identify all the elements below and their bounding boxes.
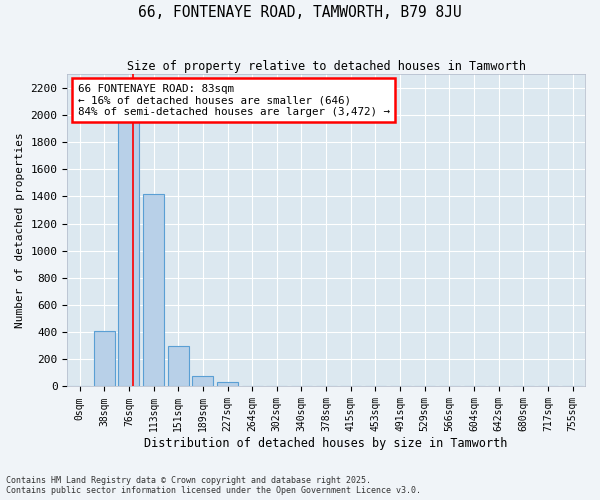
Title: Size of property relative to detached houses in Tamworth: Size of property relative to detached ho… [127, 60, 526, 73]
Bar [193, 376, 214, 386]
Bar [94, 331, 115, 386]
Bar [168, 346, 188, 387]
Y-axis label: Number of detached properties: Number of detached properties [15, 132, 25, 328]
Text: 66 FONTENAYE ROAD: 83sqm
← 16% of detached houses are smaller (646)
84% of semi-: 66 FONTENAYE ROAD: 83sqm ← 16% of detach… [77, 84, 389, 116]
Bar [217, 382, 238, 386]
Text: 66, FONTENAYE ROAD, TAMWORTH, B79 8JU: 66, FONTENAYE ROAD, TAMWORTH, B79 8JU [138, 5, 462, 20]
Bar [143, 194, 164, 386]
Text: Contains HM Land Registry data © Crown copyright and database right 2025.
Contai: Contains HM Land Registry data © Crown c… [6, 476, 421, 495]
Bar [118, 102, 139, 387]
X-axis label: Distribution of detached houses by size in Tamworth: Distribution of detached houses by size … [145, 437, 508, 450]
